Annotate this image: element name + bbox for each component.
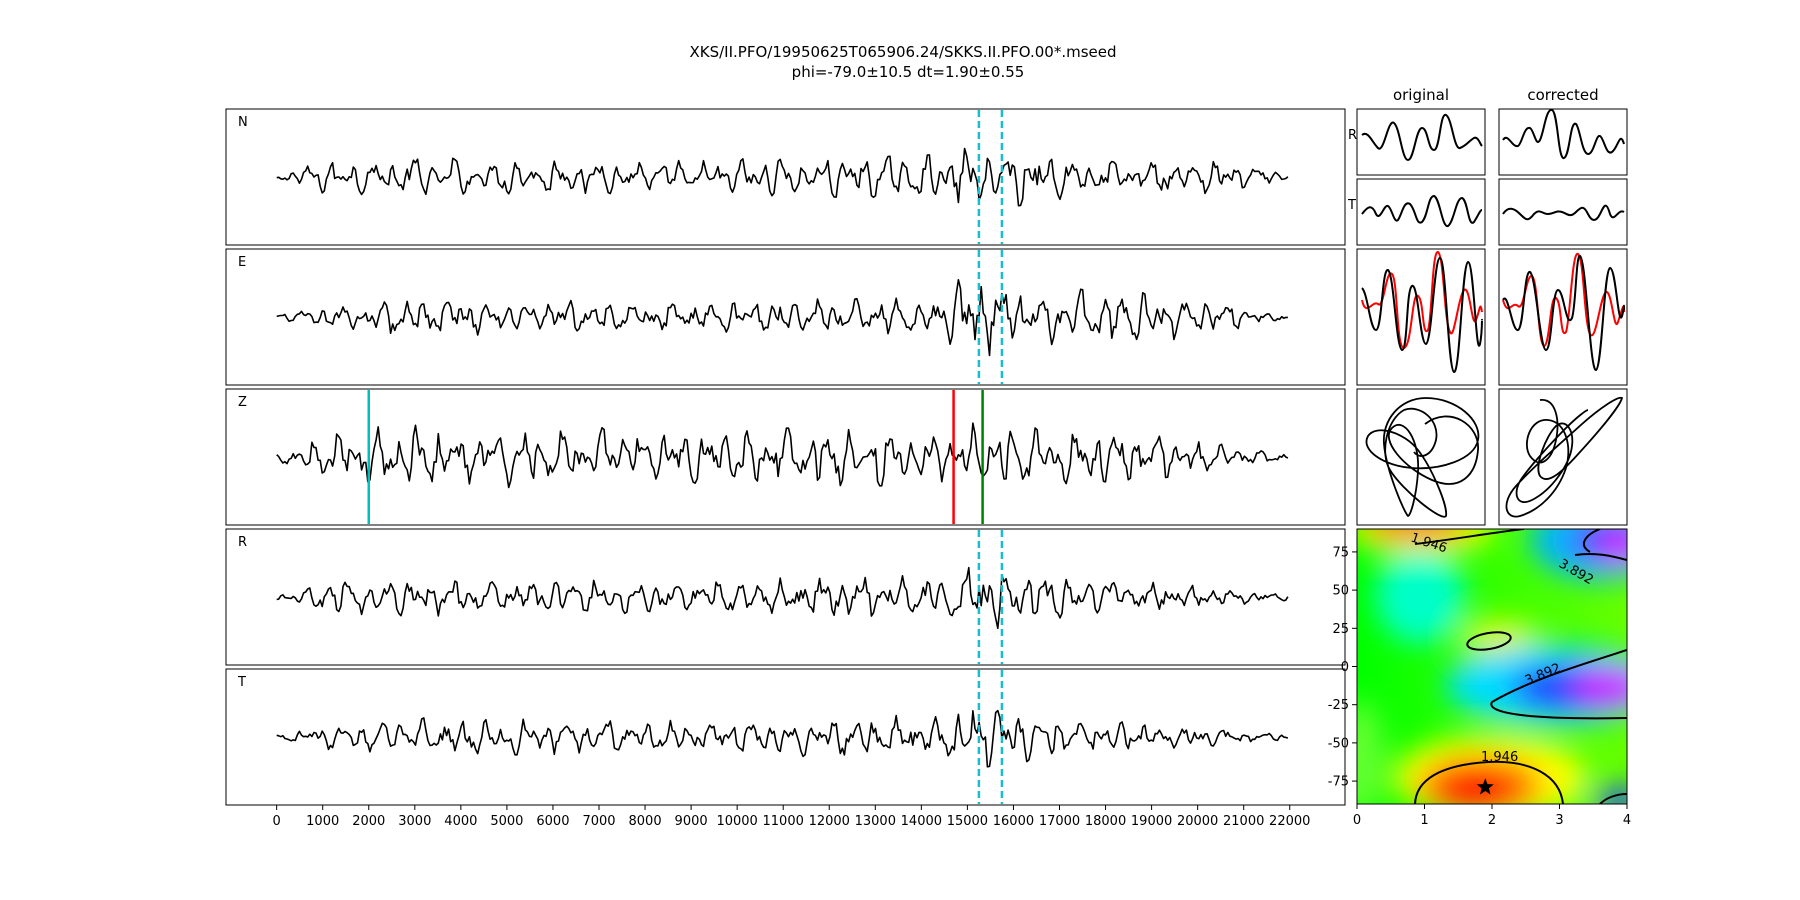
panel-label-e: E [238, 255, 246, 270]
x-tick-label: 12000 [809, 814, 850, 829]
grid-x-tick-label: 3 [1555, 813, 1563, 828]
original-t-wave [1361, 194, 1483, 227]
x-tick-label: 20000 [1177, 814, 1218, 829]
x-tick-label: 9000 [675, 814, 708, 829]
trace-x-axis: 0 1000 2000 3000 4000 5000 6000 7000 8000 9000 100… [273, 805, 1310, 829]
column-title-original: original [1393, 86, 1449, 104]
grid-y-tick-label: 0 [1341, 660, 1349, 675]
original-overlay-box [1356, 248, 1486, 386]
x-tick-label: 3000 [398, 814, 431, 829]
x-tick-label: 15000 [947, 814, 988, 829]
original-overlay-black [1361, 256, 1483, 374]
x-tick-label: 19000 [1131, 814, 1172, 829]
row-label-t: T [1347, 198, 1356, 213]
x-tick-label: 21000 [1223, 814, 1264, 829]
grid-search-axes: 0 1 2 3 4 75 50 25 0 -25 -50 -75 [1328, 545, 1631, 828]
grid-y-tick-label: 25 [1332, 622, 1349, 637]
panel-label-z: Z [238, 395, 247, 410]
x-tick-label: 1000 [306, 814, 339, 829]
best-fit-star [1476, 778, 1494, 795]
corrected-particle-motion [1505, 396, 1624, 518]
original-t-box [1356, 178, 1486, 246]
corrected-r-box [1498, 108, 1628, 176]
panel-label-n: N [238, 115, 248, 130]
x-tick-label: 4000 [444, 814, 477, 829]
trace-line-e [276, 279, 1288, 357]
trace-line-z [276, 422, 1289, 489]
original-r-box [1356, 108, 1486, 176]
x-tick-label: 14000 [901, 814, 942, 829]
x-tick-label: 17000 [1039, 814, 1080, 829]
corrected-overlay-black [1502, 254, 1625, 372]
panel-label-r: R [238, 535, 247, 550]
grid-y-tick-label: -25 [1328, 698, 1349, 713]
trace-panel-e [225, 248, 1346, 386]
x-tick-label: 2000 [352, 814, 385, 829]
x-tick-label: 22000 [1269, 814, 1310, 829]
trace-line-r [276, 566, 1289, 630]
x-tick-label: 7000 [582, 814, 615, 829]
corrected-t-wave [1502, 204, 1625, 221]
original-r-wave [1361, 113, 1483, 162]
row-label-r: R [1348, 128, 1357, 143]
corrected-overlay-box [1498, 248, 1628, 386]
x-tick-label: 6000 [536, 814, 569, 829]
grid-y-tick-label: -75 [1328, 775, 1349, 790]
x-tick-label: 13000 [855, 814, 896, 829]
x-tick-label: 10000 [716, 814, 757, 829]
grid-y-tick-label: 75 [1332, 545, 1349, 560]
window-markers [367, 110, 1004, 804]
x-tick-label: 18000 [1085, 814, 1126, 829]
x-tick-label: 8000 [629, 814, 662, 829]
trace-line-t [276, 709, 1289, 768]
x-tick-label: 11000 [763, 814, 804, 829]
grid-x-tick-label: 0 [1353, 813, 1361, 828]
x-tick-label: 5000 [490, 814, 523, 829]
trace-panel-z [225, 388, 1346, 526]
panel-label-t: T [237, 675, 246, 690]
grid-y-tick-label: 50 [1332, 584, 1349, 599]
corrected-r-wave [1502, 109, 1625, 160]
grid-search-heatmap [1357, 529, 1627, 804]
x-tick-label: 0 [273, 814, 281, 829]
corrected-overlay-red [1502, 252, 1625, 348]
grid-x-tick-label: 2 [1488, 813, 1496, 828]
corrected-particle-box [1498, 388, 1628, 526]
trace-line-n [276, 147, 1289, 207]
grid-x-tick-label: 4 [1623, 813, 1631, 828]
contour-label-bottom: 1.946 [1481, 750, 1518, 765]
x-tick-label: 16000 [993, 814, 1034, 829]
chart-title: XKS/II.PFO/19950625T065906.24/SKKS.II.PF… [689, 43, 1116, 61]
grid-y-tick-label: -50 [1328, 736, 1349, 751]
original-particle-motion [1365, 397, 1480, 518]
column-title-corrected: corrected [1527, 86, 1598, 104]
grid-x-tick-label: 1 [1420, 813, 1428, 828]
trace-panel-t [225, 668, 1346, 806]
chart-subtitle: phi=-79.0±10.5 dt=1.90±0.55 [792, 63, 1025, 81]
